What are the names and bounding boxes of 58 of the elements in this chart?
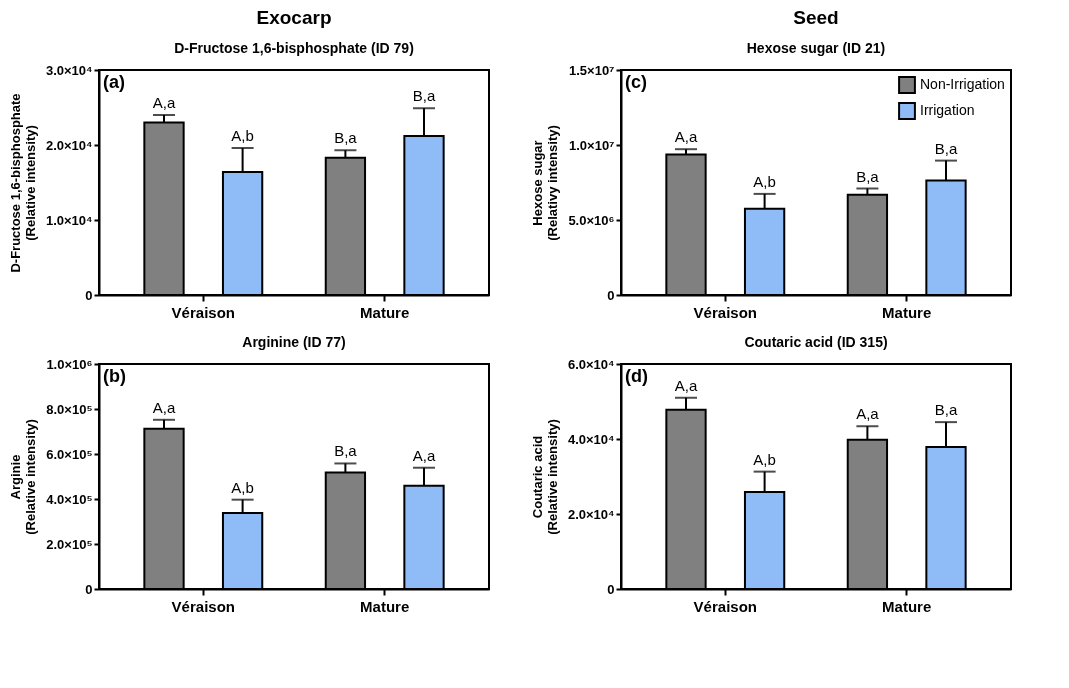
- data-label: B,a: [412, 87, 436, 105]
- data-label: A,a: [152, 94, 176, 111]
- chart-subtitle: Hexose sugar (ID 21): [746, 40, 886, 56]
- y-axis-title: D-Fructose 1,6-bisphosphate (Relative intensity): [7, 93, 38, 273]
- data-label: A,b: [231, 478, 254, 496]
- data-label: A,a: [856, 405, 880, 423]
- data-label: A,b: [231, 127, 254, 144]
- chart-title: Seed: [793, 7, 839, 28]
- y-tick-label: 0: [607, 287, 615, 303]
- data-label: A,a: [152, 398, 176, 416]
- data-label: B,a: [934, 139, 958, 157]
- y-tick-label: 1.0×10⁷: [569, 137, 615, 153]
- y-tick-label: 6.0×10⁴: [567, 356, 615, 372]
- y-tick-label: 4.0×10⁴: [567, 431, 615, 447]
- y-tick-label: 6.0×10⁵: [46, 446, 93, 462]
- x-tick-label: Mature: [882, 303, 932, 321]
- data-label: B,a: [334, 442, 358, 460]
- x-tick-label: Véraison: [171, 303, 235, 321]
- data-label: A,a: [674, 128, 698, 146]
- x-tick-label: Mature: [360, 597, 410, 615]
- y-tick-label: 0: [85, 287, 93, 303]
- data-label: B,a: [334, 129, 358, 147]
- data-label: A,b: [753, 172, 776, 190]
- y-tick-label: 2.0×10⁴: [45, 137, 93, 153]
- legend-label: Irrigation: [920, 102, 975, 118]
- y-tick-label: 1.0×10⁴: [45, 212, 93, 228]
- x-tick-label: Véraison: [693, 303, 757, 321]
- y-tick-label: 1.5×10⁷: [569, 62, 615, 78]
- y-tick-label: 5.0×10⁶: [568, 212, 615, 228]
- annotation: (d): [625, 366, 648, 386]
- data-label: A,b: [753, 450, 776, 468]
- annotation: (c): [625, 72, 647, 92]
- y-tick-label: 2.0×10⁴: [567, 506, 615, 522]
- data-label: B,a: [934, 401, 958, 419]
- chart-subtitle: D-Fructose 1,6-bisphosphate (ID 79): [174, 40, 414, 56]
- x-tick-label: Véraison: [171, 597, 235, 615]
- y-tick-label: 2.0×10⁵: [46, 536, 93, 552]
- annotation: (a): [103, 72, 125, 92]
- chart-subtitle: Arginine (ID 77): [242, 334, 346, 350]
- x-tick-label: Mature: [882, 597, 932, 615]
- data-label: A,a: [674, 376, 698, 394]
- y-tick-label: 0: [85, 581, 93, 597]
- y-axis-title: Arginie (Relative intensity): [8, 419, 39, 535]
- y-tick-label: 0: [607, 581, 615, 597]
- annotation: (b): [103, 366, 126, 386]
- chart-title: Exocarp: [256, 7, 332, 28]
- y-tick-label: 1.0×10⁶: [46, 356, 93, 372]
- y-axis-title: Hexose sugar (Relativy intensity): [530, 125, 561, 241]
- chart-subtitle: Coutaric acid (ID 315): [744, 334, 888, 350]
- x-tick-label: Véraison: [693, 597, 757, 615]
- legend-label: Non-Irrigation: [920, 76, 1005, 92]
- y-tick-label: 8.0×10⁵: [46, 401, 93, 417]
- data-label: A,a: [412, 446, 436, 464]
- y-tick-label: 3.0×10⁴: [45, 62, 93, 78]
- y-tick-label: 4.0×10⁵: [46, 491, 93, 507]
- data-label: B,a: [856, 167, 880, 185]
- y-axis-title: Coutaric acid (Relative intensity): [529, 419, 560, 535]
- x-tick-label: Mature: [360, 303, 410, 321]
